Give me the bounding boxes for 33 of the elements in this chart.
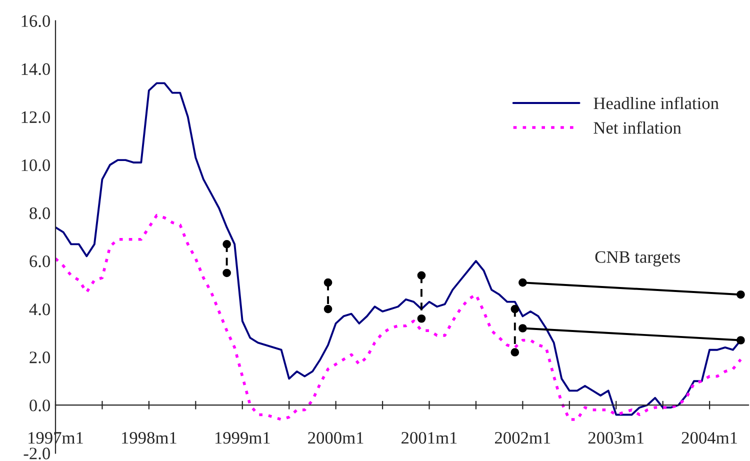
y-tick-label: 2.0 <box>30 352 50 364</box>
point <box>518 324 527 332</box>
x-tick-label: 2003m1 <box>588 432 644 444</box>
point <box>736 336 745 344</box>
x-tick-label: 1999m1 <box>215 432 270 444</box>
y-tick-label: 8.0 <box>30 207 50 220</box>
line-series <box>56 214 742 421</box>
y-tick-label: 14.0 <box>22 63 50 76</box>
y-tick-label: 16.0 <box>22 15 50 28</box>
y-tick-label: -2.0 <box>24 448 50 460</box>
x-tick-label: 2001m1 <box>402 432 457 444</box>
legend-label: Headline inflation <box>594 96 719 110</box>
x-tick-label: 1998m1 <box>122 432 176 444</box>
y-tick-label: 6.0 <box>30 255 50 268</box>
point <box>417 271 426 280</box>
point <box>222 240 231 248</box>
x-tick-label: 2002m1 <box>495 432 550 444</box>
point <box>222 268 231 278</box>
x-tick-label: 2004m1 <box>682 432 737 444</box>
y-tick-label: 10.0 <box>22 159 50 172</box>
point <box>736 290 745 299</box>
y-tick-label: 12.0 <box>22 111 50 124</box>
point <box>518 278 527 287</box>
annotation: CNB targets <box>595 251 680 266</box>
point <box>510 348 520 356</box>
point <box>417 314 426 323</box>
y-tick-label: 4.0 <box>29 304 50 316</box>
point <box>324 278 332 287</box>
legend-label: Net inflation <box>594 121 682 134</box>
x-tick-label: 2000m1 <box>308 432 364 444</box>
point <box>510 304 520 314</box>
point <box>324 304 332 314</box>
y-tick-label: 0.0 <box>30 400 50 412</box>
